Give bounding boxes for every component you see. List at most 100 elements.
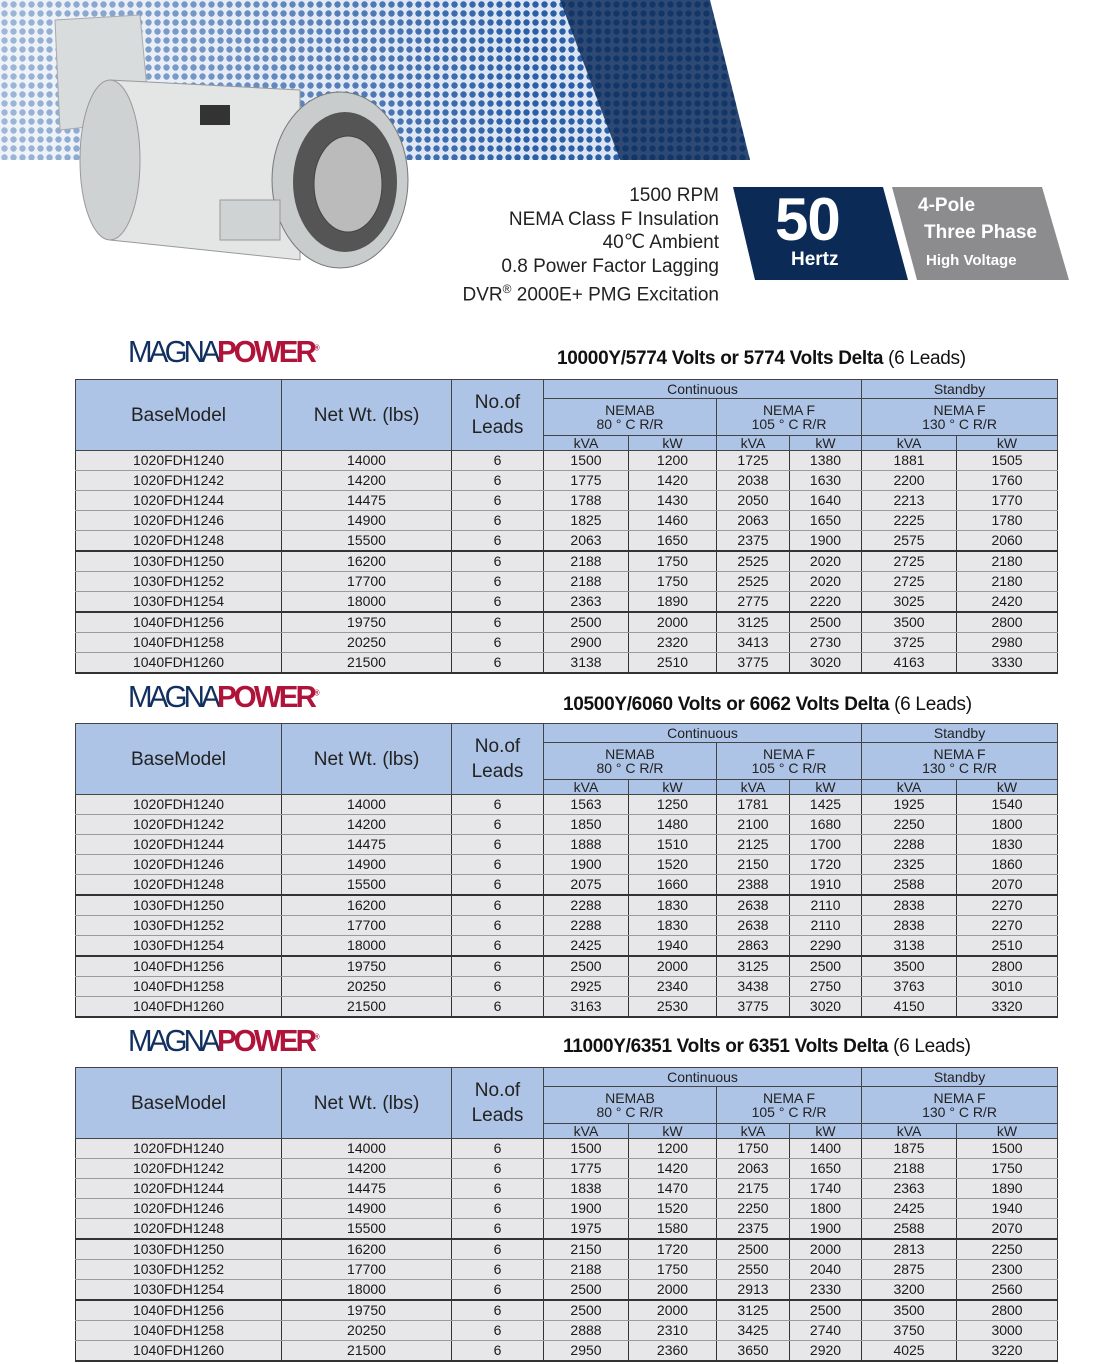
registered-mark: ®: [502, 282, 512, 296]
cell: 21500: [281, 652, 452, 674]
cell: 2075: [543, 874, 629, 896]
cell: 15500: [281, 530, 452, 552]
cell: 2813: [861, 1239, 958, 1260]
header-kw: kW: [956, 779, 1059, 795]
cell: 2750: [788, 976, 863, 997]
cell: 1800: [956, 814, 1059, 835]
cell: 3125: [716, 956, 790, 977]
cell: 2330: [788, 1279, 863, 1301]
label-text: POWER: [217, 1023, 317, 1058]
cell: 1040FDH1258: [75, 1320, 282, 1341]
cell: 2800: [956, 956, 1059, 977]
cell: 6: [451, 1178, 544, 1199]
cell: 14200: [281, 814, 452, 835]
cell: 1020FDH1244: [75, 1178, 282, 1199]
frequency-value: 50: [775, 186, 841, 253]
cell: 6: [451, 1158, 544, 1179]
cell: 1030FDH1250: [75, 1239, 282, 1260]
table-row: 1040FDH1260 21500 6 3138 2510 3775 3020 4163 333…: [75, 652, 1059, 674]
voltage-label: High Voltage: [926, 252, 1017, 269]
cell: 2510: [956, 935, 1059, 957]
cell: 1940: [628, 935, 717, 957]
cell: 1020FDH1248: [75, 874, 282, 896]
cell: 1030FDH1252: [75, 915, 282, 936]
cell: 2100: [716, 814, 790, 835]
cell: 3500: [861, 956, 958, 977]
cell: 3725: [861, 632, 958, 653]
cell: 6: [451, 1239, 544, 1260]
cell: 15500: [281, 1218, 452, 1240]
table-row: 1020FDH1248 15500 6 1975 1580 2375 1900 2588 207…: [75, 1218, 1059, 1240]
cell: 1860: [956, 854, 1059, 875]
cell: 2730: [788, 632, 863, 653]
cell: 1900: [543, 1198, 629, 1219]
magnapower-logo: MAGNAPOWER®: [128, 334, 320, 370]
cell: 14900: [281, 1198, 452, 1219]
cell: 2888: [543, 1320, 629, 1341]
cell: 6: [451, 834, 544, 855]
table-row: 1020FDH1242 14200 6 1775 1420 2063 1650 2188 175…: [75, 1158, 1059, 1179]
cell: 1420: [628, 1158, 717, 1179]
cell: 3025: [861, 591, 958, 613]
cell: 2950: [543, 1340, 629, 1362]
cell: 2740: [788, 1320, 863, 1341]
cell: 2500: [543, 612, 629, 633]
cell: 6: [451, 571, 544, 592]
cell: 1420: [628, 470, 717, 491]
cell: 2250: [716, 1198, 790, 1219]
cell: 14475: [281, 834, 452, 855]
table-row: 1020FDH1240 14000 6 1500 1200 1725 1380 1881 150…: [75, 450, 1059, 471]
cell: 2250: [956, 1239, 1059, 1260]
cell: 6: [451, 530, 544, 552]
label-text: 80 ° C R/R: [596, 760, 664, 776]
cell: 3125: [716, 612, 790, 633]
table-row: 1020FDH1244 14475 6 1888 1510 2125 1700 2288 183…: [75, 834, 1059, 855]
cell: 2063: [716, 510, 790, 531]
cell: 1750: [716, 1138, 790, 1159]
header-kva: kVA: [716, 779, 790, 795]
cell: 18000: [281, 1279, 452, 1301]
cell: 16200: [281, 1239, 452, 1260]
cell: 2250: [861, 814, 958, 835]
cell: 1020FDH1246: [75, 1198, 282, 1219]
cell: 16200: [281, 895, 452, 916]
cell: 2838: [861, 915, 958, 936]
cell: 20250: [281, 976, 452, 997]
cell: 2070: [956, 1218, 1059, 1240]
cell: 1040FDH1256: [75, 1300, 282, 1321]
label-text: Leads: [471, 417, 524, 438]
header-net-weight: Net Wt. (lbs): [281, 379, 452, 451]
label-text: NEMA F: [933, 402, 986, 418]
cell: 2063: [716, 1158, 790, 1179]
cell: 2188: [861, 1158, 958, 1179]
cell: 1830: [628, 895, 717, 916]
label-text: ®: [314, 688, 320, 698]
cell: 1650: [628, 530, 717, 552]
cell: 1020FDH1248: [75, 530, 282, 552]
cell: 1020FDH1244: [75, 490, 282, 511]
cell: 20250: [281, 1320, 452, 1341]
cell: 3138: [861, 935, 958, 957]
cell: 2325: [861, 854, 958, 875]
cell: 2500: [788, 612, 863, 633]
cell: 2925: [543, 976, 629, 997]
cell: 3138: [543, 652, 629, 674]
table-row: 1020FDH1246 14900 6 1825 1460 2063 1650 2225 178…: [75, 510, 1059, 531]
cell: 1500: [543, 1138, 629, 1159]
cell: 2838: [861, 895, 958, 916]
cell: 2360: [628, 1340, 717, 1362]
cell: 2800: [956, 1300, 1059, 1321]
cell: 6: [451, 1138, 544, 1159]
label-text: POWER: [217, 334, 317, 369]
cell: 2050: [716, 490, 790, 511]
header-nema-b: NEMAB 80 ° C R/R: [543, 398, 717, 436]
cell: 1900: [543, 854, 629, 875]
label-text: NEMAB: [605, 746, 655, 762]
header-kva: kVA: [543, 779, 629, 795]
header-kw: kW: [628, 779, 717, 795]
cell: 1380: [788, 450, 863, 471]
cell: 1580: [628, 1218, 717, 1240]
cell: 6: [451, 470, 544, 491]
cell: 1838: [543, 1178, 629, 1199]
cell: 6: [451, 1300, 544, 1321]
